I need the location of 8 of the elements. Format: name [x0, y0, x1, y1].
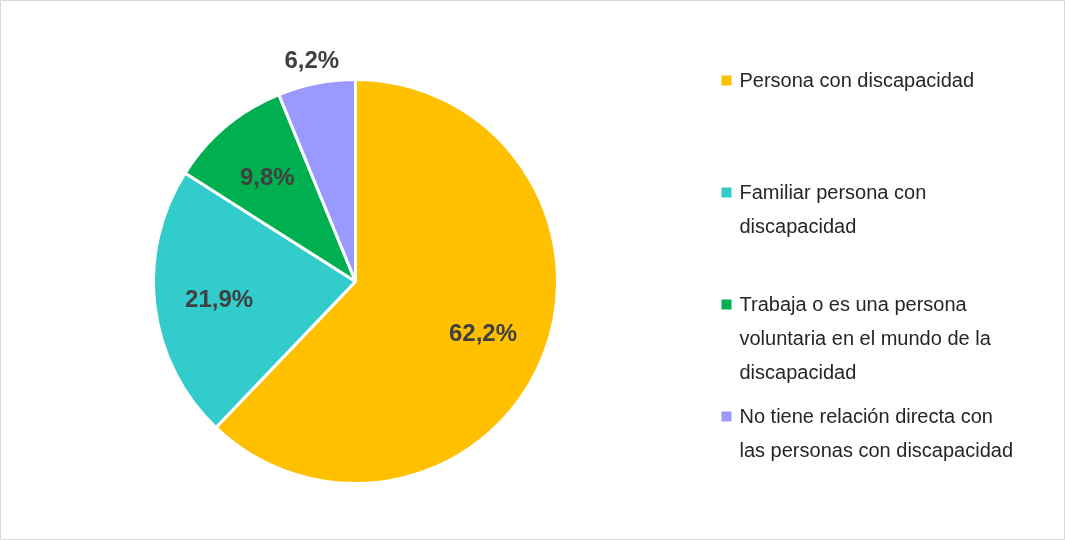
legend-label: Trabaja o es una persona voluntaria en el mundo de la discapacidad	[739, 292, 992, 383]
data-label: 6,2%	[284, 46, 340, 74]
data-label: 62,2%	[448, 319, 518, 347]
data-label: 9,8%	[240, 162, 295, 190]
legend-label: No tiene relación directa con las personas con discapacidad	[739, 404, 1014, 461]
legend-label: Familiar persona con discapacidad	[739, 180, 927, 237]
legend-label: Persona con discapacidad	[739, 68, 975, 91]
data-label: 21,9%	[185, 284, 254, 312]
